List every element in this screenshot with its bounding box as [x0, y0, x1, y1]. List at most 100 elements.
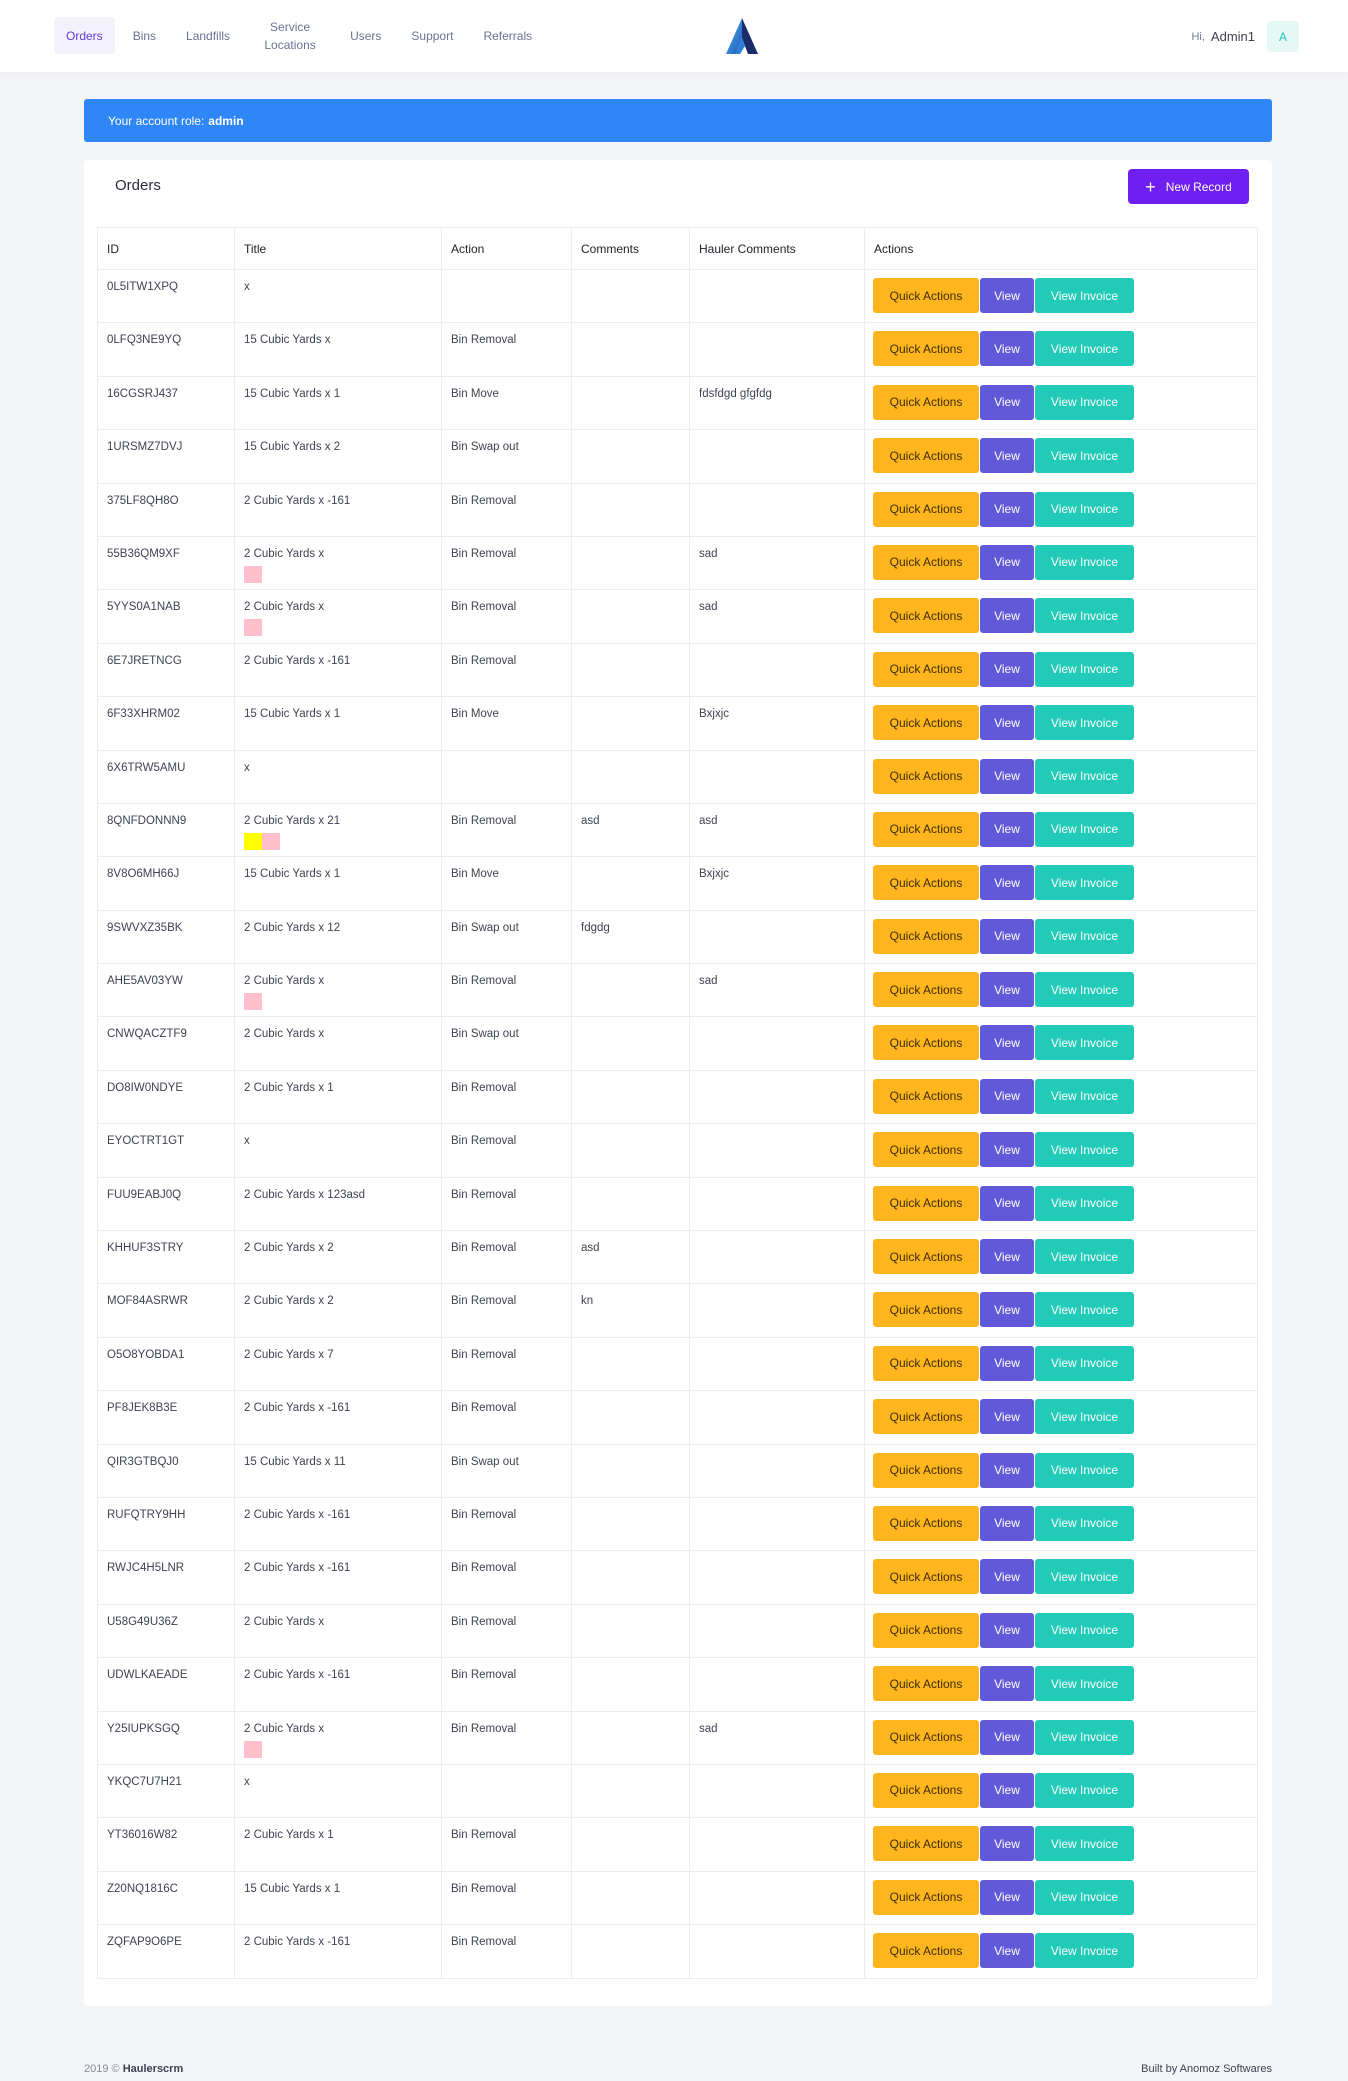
view-button[interactable]: View [980, 278, 1034, 313]
quick-actions-button[interactable]: Quick Actions [873, 1132, 979, 1168]
quick-actions-button[interactable]: Quick Actions [873, 1933, 979, 1969]
view-invoice-button[interactable]: View Invoice [1035, 865, 1134, 901]
quick-actions-button[interactable]: Quick Actions [873, 1185, 979, 1221]
quick-actions-button[interactable]: Quick Actions [873, 1612, 979, 1648]
view-button[interactable]: View [980, 1772, 1034, 1808]
view-button[interactable]: View [980, 384, 1034, 420]
view-button[interactable]: View [980, 1399, 1034, 1435]
column-header-title[interactable]: Title [234, 227, 442, 270]
new-record-button[interactable]: + New Record [1128, 169, 1249, 204]
quick-actions-button[interactable]: Quick Actions [873, 1345, 979, 1381]
view-button[interactable]: View [980, 1559, 1034, 1595]
nav-item-orders[interactable]: Orders [54, 17, 115, 54]
view-button[interactable]: View [980, 1612, 1034, 1648]
brand-logo[interactable] [723, 16, 761, 56]
quick-actions-button[interactable]: Quick Actions [873, 598, 979, 634]
view-invoice-button[interactable]: View Invoice [1035, 1666, 1134, 1702]
column-header-id[interactable]: ID [97, 227, 235, 270]
view-button[interactable]: View [980, 1452, 1034, 1488]
nav-item-users[interactable]: Users [350, 28, 382, 43]
quick-actions-button[interactable]: Quick Actions [873, 758, 979, 794]
view-invoice-button[interactable]: View Invoice [1035, 1559, 1134, 1595]
view-button[interactable]: View [980, 1505, 1034, 1541]
view-button[interactable]: View [980, 705, 1034, 741]
view-button[interactable]: View [980, 331, 1034, 367]
view-button[interactable]: View [980, 918, 1034, 954]
view-invoice-button[interactable]: View Invoice [1035, 1933, 1134, 1969]
view-invoice-button[interactable]: View Invoice [1035, 1239, 1134, 1275]
view-invoice-button[interactable]: View Invoice [1035, 918, 1134, 954]
quick-actions-button[interactable]: Quick Actions [873, 1719, 979, 1755]
quick-actions-button[interactable]: Quick Actions [873, 1239, 979, 1275]
view-button[interactable]: View [980, 438, 1034, 474]
quick-actions-button[interactable]: Quick Actions [873, 1772, 979, 1808]
view-button[interactable]: View [980, 811, 1034, 847]
quick-actions-button[interactable]: Quick Actions [873, 811, 979, 847]
column-header-action[interactable]: Action [441, 227, 572, 270]
quick-actions-button[interactable]: Quick Actions [873, 491, 979, 527]
avatar[interactable]: A [1267, 21, 1299, 52]
quick-actions-button[interactable]: Quick Actions [873, 651, 979, 687]
nav-item-referrals[interactable]: Referrals [483, 28, 533, 43]
view-button[interactable]: View [980, 972, 1034, 1008]
view-invoice-button[interactable]: View Invoice [1035, 1879, 1134, 1915]
view-invoice-button[interactable]: View Invoice [1035, 331, 1134, 367]
view-invoice-button[interactable]: View Invoice [1035, 705, 1134, 741]
nav-item-service-locations[interactable]: Service Locations [264, 19, 316, 52]
quick-actions-button[interactable]: Quick Actions [873, 438, 979, 474]
view-invoice-button[interactable]: View Invoice [1035, 1452, 1134, 1488]
quick-actions-button[interactable]: Quick Actions [873, 1879, 979, 1915]
quick-actions-button[interactable]: Quick Actions [873, 1666, 979, 1702]
view-button[interactable]: View [980, 1826, 1034, 1862]
nav-item-support[interactable]: Support [411, 28, 454, 43]
view-invoice-button[interactable]: View Invoice [1035, 1185, 1134, 1221]
quick-actions-button[interactable]: Quick Actions [873, 1559, 979, 1595]
view-invoice-button[interactable]: View Invoice [1035, 1719, 1134, 1755]
quick-actions-button[interactable]: Quick Actions [873, 1399, 979, 1435]
view-invoice-button[interactable]: View Invoice [1035, 1772, 1134, 1808]
nav-item-bins[interactable]: Bins [132, 28, 157, 43]
quick-actions-button[interactable]: Quick Actions [873, 331, 979, 367]
view-invoice-button[interactable]: View Invoice [1035, 491, 1134, 527]
view-invoice-button[interactable]: View Invoice [1035, 1505, 1134, 1541]
view-invoice-button[interactable]: View Invoice [1035, 758, 1134, 794]
user-menu[interactable]: Hi, Admin1 A [1191, 21, 1299, 52]
quick-actions-button[interactable]: Quick Actions [873, 705, 979, 741]
view-invoice-button[interactable]: View Invoice [1035, 544, 1134, 580]
view-button[interactable]: View [980, 758, 1034, 794]
quick-actions-button[interactable]: Quick Actions [873, 918, 979, 954]
view-button[interactable]: View [980, 1078, 1034, 1114]
quick-actions-button[interactable]: Quick Actions [873, 544, 979, 580]
column-header-actions[interactable]: Actions [864, 227, 1258, 270]
quick-actions-button[interactable]: Quick Actions [873, 972, 979, 1008]
view-button[interactable]: View [980, 1292, 1034, 1328]
view-invoice-button[interactable]: View Invoice [1035, 438, 1134, 474]
view-button[interactable]: View [980, 1719, 1034, 1755]
view-button[interactable]: View [980, 1345, 1034, 1381]
view-button[interactable]: View [980, 1025, 1034, 1061]
view-button[interactable]: View [980, 651, 1034, 687]
view-invoice-button[interactable]: View Invoice [1035, 1399, 1134, 1435]
nav-item-landfills[interactable]: Landfills [186, 28, 231, 43]
view-invoice-button[interactable]: View Invoice [1035, 811, 1134, 847]
view-invoice-button[interactable]: View Invoice [1035, 1292, 1134, 1328]
view-button[interactable]: View [980, 1879, 1034, 1915]
view-invoice-button[interactable]: View Invoice [1035, 1025, 1134, 1061]
footer-credit[interactable]: Built by Anomoz Softwares [1141, 2063, 1272, 2075]
view-invoice-button[interactable]: View Invoice [1035, 1612, 1134, 1648]
view-invoice-button[interactable]: View Invoice [1035, 278, 1134, 313]
view-invoice-button[interactable]: View Invoice [1035, 1132, 1134, 1168]
view-invoice-button[interactable]: View Invoice [1035, 1345, 1134, 1381]
quick-actions-button[interactable]: Quick Actions [873, 278, 979, 313]
quick-actions-button[interactable]: Quick Actions [873, 1078, 979, 1114]
view-button[interactable]: View [980, 1185, 1034, 1221]
quick-actions-button[interactable]: Quick Actions [873, 1025, 979, 1061]
view-button[interactable]: View [980, 491, 1034, 527]
view-button[interactable]: View [980, 1666, 1034, 1702]
view-button[interactable]: View [980, 1933, 1034, 1969]
view-button[interactable]: View [980, 865, 1034, 901]
quick-actions-button[interactable]: Quick Actions [873, 1292, 979, 1328]
view-invoice-button[interactable]: View Invoice [1035, 1078, 1134, 1114]
quick-actions-button[interactable]: Quick Actions [873, 384, 979, 420]
quick-actions-button[interactable]: Quick Actions [873, 1505, 979, 1541]
